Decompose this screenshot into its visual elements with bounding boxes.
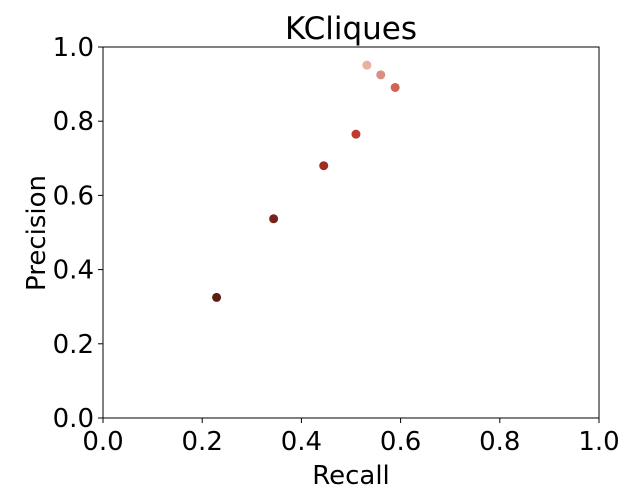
y-tick-label: 0.0 bbox=[53, 404, 94, 434]
plot-frame bbox=[102, 46, 600, 419]
y-axis-label: Precision bbox=[22, 175, 52, 291]
data-point bbox=[212, 292, 222, 302]
chart-title: KCliques bbox=[285, 11, 417, 47]
x-tick-label: 1.0 bbox=[578, 427, 619, 457]
x-tick-label: 0.8 bbox=[479, 427, 520, 457]
data-point bbox=[319, 161, 329, 171]
y-tick-label: 0.8 bbox=[53, 107, 94, 137]
ticks-layer: 0.0 0.2 0.4 0.6 0.8 1.0 0.0 0.2 0.4 0.6 0.8 1.0 bbox=[53, 33, 620, 457]
x-axis-label: Recall bbox=[312, 461, 390, 491]
points-layer bbox=[212, 60, 400, 302]
data-point bbox=[376, 70, 386, 80]
x-tick-label: 0.0 bbox=[82, 427, 123, 457]
y-tick-label: 0.2 bbox=[53, 330, 94, 360]
y-tick-label: 0.4 bbox=[53, 256, 94, 286]
data-point bbox=[390, 82, 400, 92]
x-tick-label: 0.6 bbox=[380, 427, 421, 457]
y-tick-label: 0.6 bbox=[53, 181, 94, 211]
y-tick-label: 1.0 bbox=[53, 33, 94, 63]
data-point bbox=[362, 60, 372, 70]
x-tick-label: 0.2 bbox=[182, 427, 223, 457]
x-tick-label: 0.4 bbox=[281, 427, 322, 457]
data-point bbox=[269, 214, 279, 224]
data-point bbox=[351, 129, 361, 139]
